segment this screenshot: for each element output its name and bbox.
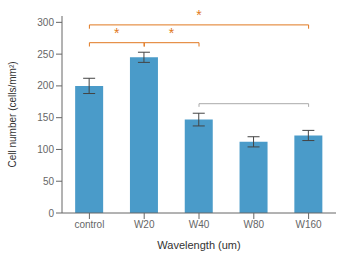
svg-text:100: 100 — [37, 144, 54, 155]
svg-text:150: 150 — [37, 112, 54, 123]
svg-text:*: * — [114, 25, 120, 41]
svg-text:*: * — [169, 25, 175, 41]
svg-text:*: * — [196, 7, 202, 23]
svg-text:250: 250 — [37, 49, 54, 60]
svg-text:0: 0 — [48, 208, 54, 219]
svg-text:W20: W20 — [134, 219, 155, 230]
svg-text:200: 200 — [37, 80, 54, 91]
svg-text:W40: W40 — [189, 219, 210, 230]
svg-text:Wavelength (um): Wavelength (um) — [157, 239, 240, 251]
svg-text:50: 50 — [43, 176, 55, 187]
svg-text:300: 300 — [37, 17, 54, 28]
svg-text:W160: W160 — [296, 219, 323, 230]
svg-text:W80: W80 — [244, 219, 265, 230]
svg-text:control: control — [74, 219, 104, 230]
svg-text:Cell number (cells/mm²): Cell number (cells/mm²) — [8, 61, 18, 167]
